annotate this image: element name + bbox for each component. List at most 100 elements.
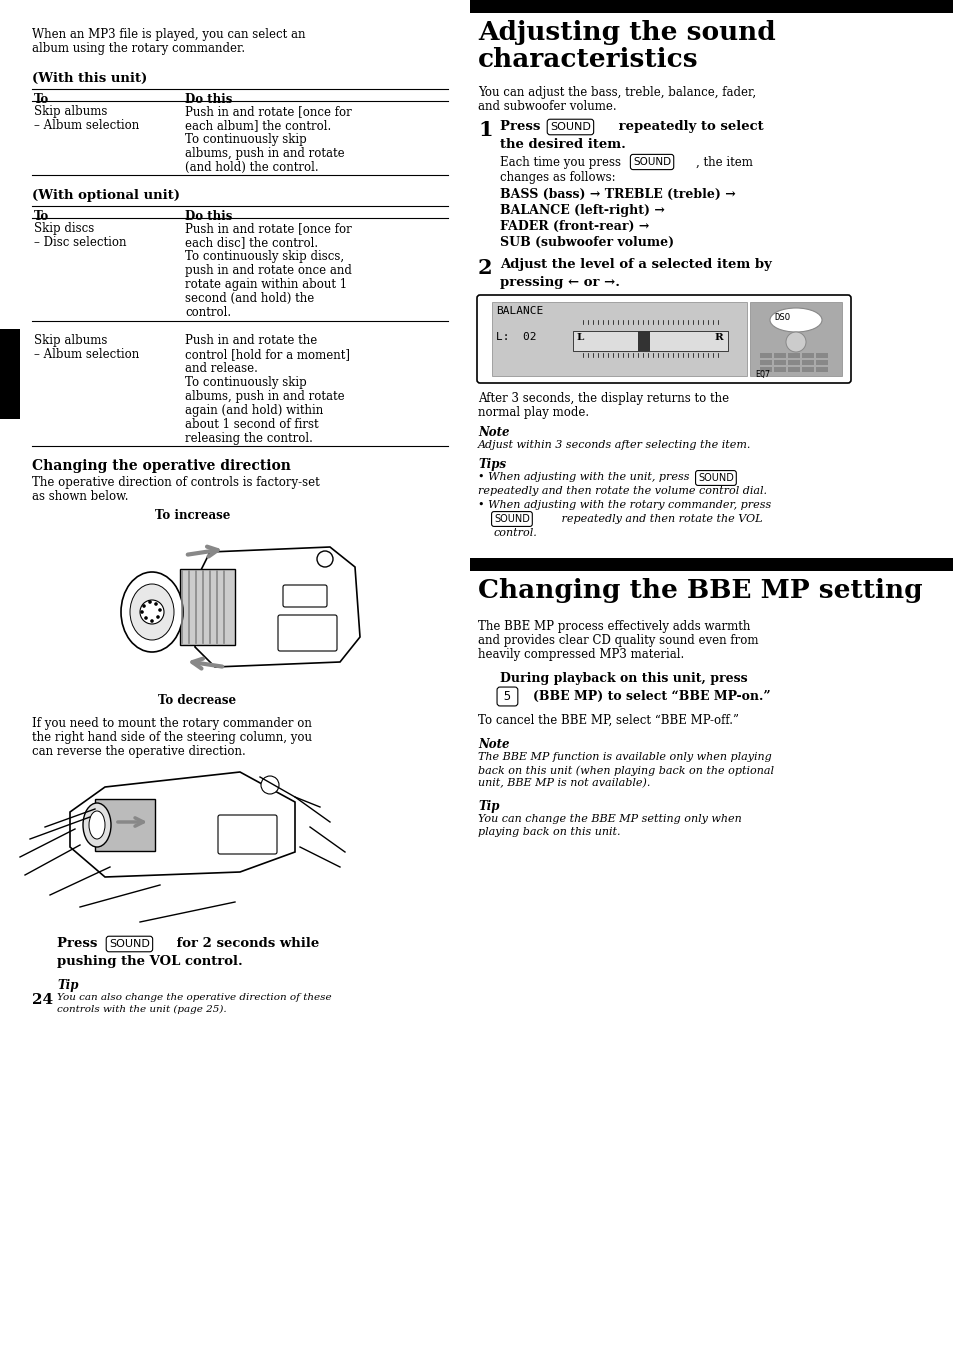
Text: To continuously skip: To continuously skip	[185, 376, 307, 389]
Text: SOUND: SOUND	[550, 122, 590, 132]
Text: BALANCE: BALANCE	[496, 306, 542, 316]
Text: – Disc selection: – Disc selection	[34, 237, 127, 249]
Ellipse shape	[769, 308, 821, 333]
Text: about 1 second of first: about 1 second of first	[185, 418, 318, 431]
Bar	[815, 353, 827, 358]
Circle shape	[785, 333, 805, 352]
Bar	[95, 799, 154, 850]
Bar	[573, 331, 727, 352]
Text: back on this unit (when playing back on the optional: back on this unit (when playing back on …	[477, 765, 773, 776]
Circle shape	[158, 608, 162, 612]
Text: SOUND: SOUND	[698, 473, 733, 483]
Text: heavily compressed MP3 material.: heavily compressed MP3 material.	[477, 648, 683, 661]
Bar	[773, 360, 785, 365]
Text: During playback on this unit, press: During playback on this unit, press	[499, 672, 747, 685]
Text: again (and hold) within: again (and hold) within	[185, 404, 323, 416]
Polygon shape	[194, 548, 359, 667]
Text: repeatedly and then rotate the volume control dial.: repeatedly and then rotate the volume co…	[477, 485, 766, 496]
Text: R: R	[713, 333, 722, 342]
Text: (With this unit): (With this unit)	[32, 72, 147, 85]
Text: – Album selection: – Album selection	[34, 347, 139, 361]
Text: Push in and rotate [once for: Push in and rotate [once for	[185, 105, 352, 118]
Bar	[760, 366, 771, 372]
Text: for 2 seconds while: for 2 seconds while	[172, 937, 319, 950]
Circle shape	[154, 602, 157, 606]
Text: DSO: DSO	[773, 314, 789, 322]
Text: and subwoofer volume.: and subwoofer volume.	[477, 100, 616, 114]
FancyBboxPatch shape	[283, 585, 327, 607]
Text: each album] the control.: each album] the control.	[185, 119, 331, 132]
Text: releasing the control.: releasing the control.	[185, 433, 313, 445]
Text: (With optional unit): (With optional unit)	[32, 189, 180, 201]
Text: control [hold for a moment]: control [hold for a moment]	[185, 347, 350, 361]
FancyBboxPatch shape	[218, 815, 276, 854]
Bar	[749, 301, 841, 376]
Polygon shape	[70, 772, 294, 877]
Circle shape	[140, 610, 144, 614]
Text: BASS (bass) → TREBLE (treble) →: BASS (bass) → TREBLE (treble) →	[499, 188, 735, 201]
Text: Adjust within 3 seconds after selecting the item.: Adjust within 3 seconds after selecting …	[477, 439, 751, 450]
Bar	[760, 353, 771, 358]
Text: , the item: , the item	[696, 155, 752, 169]
Ellipse shape	[89, 811, 105, 840]
Text: After 3 seconds, the display returns to the: After 3 seconds, the display returns to …	[477, 392, 728, 406]
Text: rotate again within about 1: rotate again within about 1	[185, 279, 347, 291]
Text: BALANCE (left-right) →: BALANCE (left-right) →	[499, 204, 664, 218]
Text: can reverse the operative direction.: can reverse the operative direction.	[32, 745, 246, 758]
Text: L: L	[576, 333, 583, 342]
Text: The BBE MP process effectively adds warmth: The BBE MP process effectively adds warm…	[477, 621, 750, 633]
Bar	[787, 366, 800, 372]
Text: Skip albums: Skip albums	[34, 334, 108, 347]
Text: the right hand side of the steering column, you: the right hand side of the steering colu…	[32, 731, 312, 744]
Text: second (and hold) the: second (and hold) the	[185, 292, 314, 306]
Text: Press: Press	[57, 937, 102, 950]
Bar	[470, 0, 953, 14]
Text: 5: 5	[499, 690, 515, 703]
FancyBboxPatch shape	[277, 615, 336, 652]
Text: When an MP3 file is played, you can select an: When an MP3 file is played, you can sele…	[32, 28, 305, 41]
Circle shape	[140, 600, 164, 625]
Text: playing back on this unit.: playing back on this unit.	[477, 827, 619, 837]
Bar	[801, 353, 813, 358]
Text: as shown below.: as shown below.	[32, 489, 129, 503]
Text: To decrease: To decrease	[158, 694, 236, 707]
FancyArrowPatch shape	[188, 546, 217, 557]
Text: • When adjusting with the unit, press: • When adjusting with the unit, press	[477, 472, 692, 483]
Text: albums, push in and rotate: albums, push in and rotate	[185, 147, 344, 160]
Circle shape	[142, 604, 146, 608]
Text: and release.: and release.	[185, 362, 257, 375]
Bar	[815, 360, 827, 365]
Text: 1: 1	[477, 120, 492, 141]
Text: Note: Note	[477, 426, 509, 439]
Text: repeatedly to select: repeatedly to select	[614, 120, 762, 132]
Text: changes as follows:: changes as follows:	[499, 170, 615, 184]
Text: Push in and rotate [once for: Push in and rotate [once for	[185, 222, 352, 235]
Text: Skip discs: Skip discs	[34, 222, 94, 235]
Bar	[470, 558, 953, 571]
Ellipse shape	[121, 572, 183, 652]
Text: unit, BBE MP is not available).: unit, BBE MP is not available).	[477, 777, 650, 788]
Text: each disc] the control.: each disc] the control.	[185, 237, 317, 249]
Text: To: To	[34, 93, 50, 105]
Text: pressing ← or →.: pressing ← or →.	[499, 276, 619, 289]
Text: – Album selection: – Album selection	[34, 119, 139, 132]
Text: To continuously skip discs,: To continuously skip discs,	[185, 250, 344, 264]
Bar	[638, 331, 649, 352]
Text: Do this: Do this	[185, 93, 233, 105]
Text: Press: Press	[499, 120, 544, 132]
Text: (and hold) the control.: (and hold) the control.	[185, 161, 318, 174]
Text: normal play mode.: normal play mode.	[477, 406, 589, 419]
Text: repeatedly and then rotate the VOL: repeatedly and then rotate the VOL	[558, 514, 761, 525]
Text: Tip: Tip	[57, 979, 78, 992]
Text: You can also change the operative direction of these: You can also change the operative direct…	[57, 992, 332, 1002]
Text: Adjust the level of a selected item by: Adjust the level of a selected item by	[499, 258, 771, 270]
Text: Adjusting the sound: Adjusting the sound	[477, 20, 775, 45]
Text: 2: 2	[477, 258, 492, 279]
Text: FADER (front-rear) →: FADER (front-rear) →	[499, 220, 649, 233]
Circle shape	[148, 600, 152, 604]
Text: Do this: Do this	[185, 210, 233, 223]
Text: control.: control.	[494, 529, 537, 538]
Text: SUB (subwoofer volume): SUB (subwoofer volume)	[499, 237, 674, 249]
Ellipse shape	[130, 584, 173, 639]
Text: The operative direction of controls is factory-set: The operative direction of controls is f…	[32, 476, 319, 489]
